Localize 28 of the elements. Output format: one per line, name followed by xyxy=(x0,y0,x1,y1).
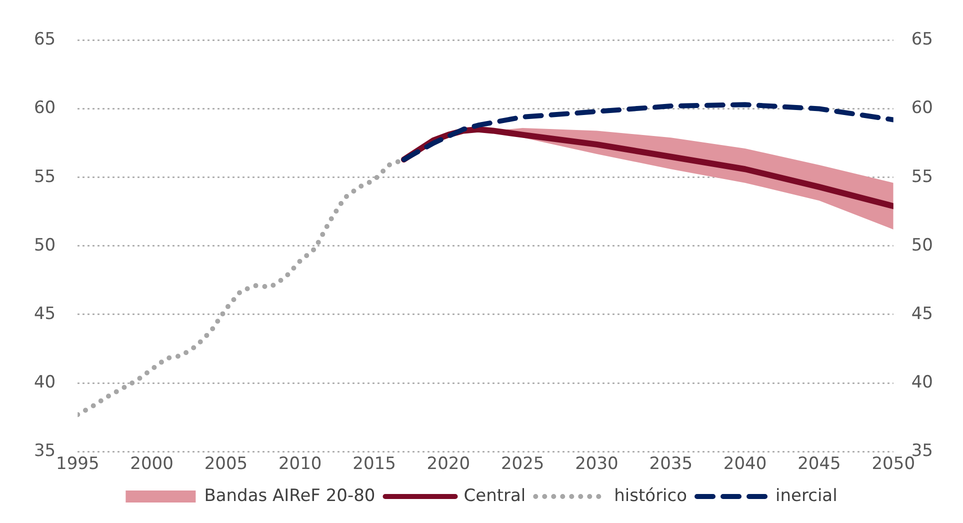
x-tick-label: 2045 xyxy=(798,454,841,474)
legend-label: Central xyxy=(464,486,526,506)
y-tick-label: 40 xyxy=(34,372,56,392)
x-tick-label: 2000 xyxy=(130,454,174,474)
legend-label: histórico xyxy=(614,486,688,506)
y-tick-label: 65 xyxy=(34,30,56,50)
y2-tick-label: 55 xyxy=(911,166,934,187)
x-tick-label: 2010 xyxy=(278,454,322,474)
y2-tick-label: 60 xyxy=(911,98,934,118)
y2-tick-label: 50 xyxy=(911,235,934,256)
x-tick-label: 2030 xyxy=(575,454,618,474)
y2-tick-label: 45 xyxy=(911,304,934,324)
y2-tick-label: 40 xyxy=(911,372,934,392)
x-tick-label: 2005 xyxy=(204,454,248,474)
x-tick-label: 2025 xyxy=(500,454,544,474)
y-tick-label: 45 xyxy=(34,304,56,324)
y-tick-label: 50 xyxy=(34,235,56,256)
y-tick-label: 60 xyxy=(34,98,56,118)
x-tick-label: 1995 xyxy=(56,454,100,474)
y-tick-label: 35 xyxy=(34,441,56,462)
legend-label: inercial xyxy=(776,486,838,506)
x-tick-label: 2020 xyxy=(426,454,470,474)
x-tick-label: 2040 xyxy=(723,454,767,474)
legend-label: Bandas AIReF 20-80 xyxy=(204,486,376,506)
y-tick-label: 55 xyxy=(34,166,56,187)
y2-tick-label: 65 xyxy=(911,30,934,50)
x-tick-label: 2035 xyxy=(649,454,693,474)
x-tick-label: 2015 xyxy=(352,454,396,474)
